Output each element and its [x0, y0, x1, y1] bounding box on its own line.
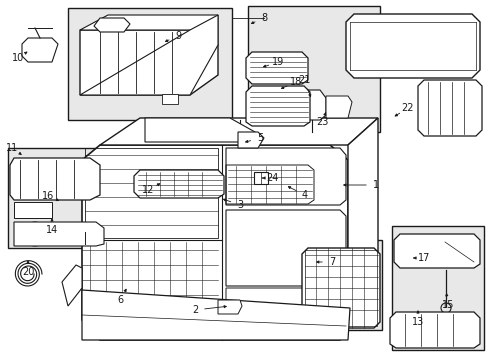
Polygon shape — [299, 240, 381, 330]
Text: 15: 15 — [441, 300, 453, 310]
Polygon shape — [100, 118, 377, 145]
Polygon shape — [162, 94, 178, 104]
Polygon shape — [391, 226, 483, 350]
Polygon shape — [245, 86, 309, 126]
Polygon shape — [297, 90, 325, 120]
Polygon shape — [145, 118, 254, 142]
Text: 11: 11 — [6, 143, 18, 153]
Polygon shape — [218, 300, 242, 314]
Text: 23: 23 — [315, 117, 327, 127]
Polygon shape — [80, 15, 218, 95]
Text: 7: 7 — [328, 257, 334, 267]
Text: 1: 1 — [372, 180, 378, 190]
Polygon shape — [22, 38, 58, 62]
Polygon shape — [68, 8, 231, 120]
Polygon shape — [393, 234, 479, 268]
Text: 19: 19 — [271, 57, 284, 67]
Polygon shape — [82, 145, 347, 340]
Text: 4: 4 — [301, 190, 307, 200]
Polygon shape — [346, 14, 479, 78]
Polygon shape — [134, 170, 224, 198]
Polygon shape — [225, 148, 346, 205]
Text: 18: 18 — [289, 77, 302, 87]
Polygon shape — [325, 96, 351, 118]
Polygon shape — [80, 30, 218, 95]
Text: 16: 16 — [42, 191, 54, 201]
Polygon shape — [82, 290, 349, 340]
Text: 9: 9 — [175, 31, 181, 41]
Polygon shape — [225, 210, 346, 286]
Text: 3: 3 — [237, 200, 243, 210]
Text: 13: 13 — [411, 317, 423, 327]
Text: 12: 12 — [142, 185, 154, 195]
Text: 14: 14 — [46, 225, 58, 235]
Polygon shape — [238, 132, 264, 148]
Text: 5: 5 — [256, 133, 263, 143]
Text: 20: 20 — [22, 267, 34, 277]
Polygon shape — [62, 265, 82, 306]
Polygon shape — [389, 312, 479, 348]
Text: 6: 6 — [117, 295, 123, 305]
Polygon shape — [80, 15, 218, 45]
Polygon shape — [10, 158, 100, 200]
Polygon shape — [347, 118, 377, 320]
Text: 8: 8 — [261, 13, 266, 23]
Text: 2: 2 — [191, 305, 198, 315]
Polygon shape — [417, 80, 481, 136]
Polygon shape — [302, 248, 379, 328]
Polygon shape — [8, 148, 110, 248]
Text: 21: 21 — [297, 75, 309, 85]
Text: 17: 17 — [417, 253, 429, 263]
Polygon shape — [247, 6, 379, 132]
Polygon shape — [245, 52, 307, 84]
Polygon shape — [94, 18, 130, 32]
Polygon shape — [14, 222, 104, 246]
Text: 24: 24 — [265, 173, 278, 183]
Text: 10: 10 — [12, 53, 24, 63]
Text: 22: 22 — [401, 103, 413, 113]
Polygon shape — [14, 202, 52, 218]
Polygon shape — [253, 172, 267, 184]
